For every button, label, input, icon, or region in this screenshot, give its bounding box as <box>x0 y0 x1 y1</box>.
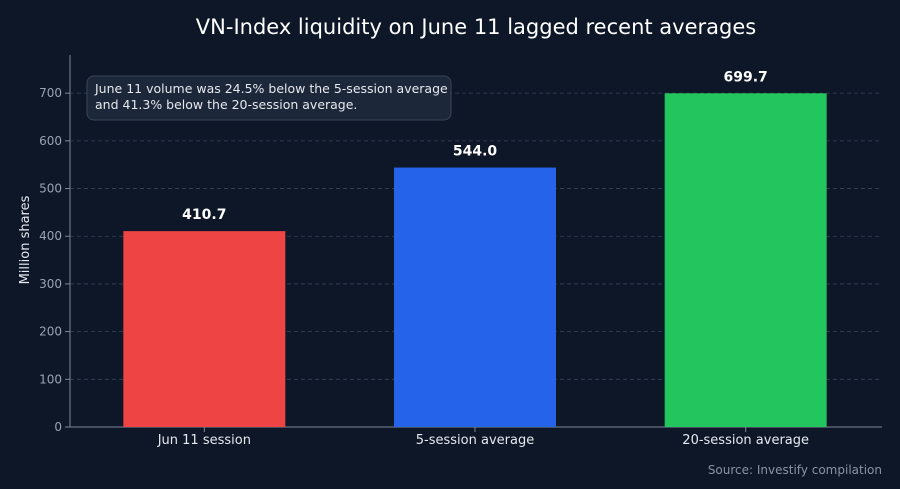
bar-value-label: 410.7 <box>182 207 226 223</box>
annotation-background <box>86 75 452 121</box>
annotation-box: June 11 volume was 24.5% below the 5-ses… <box>86 75 452 121</box>
y-tick-label: 100 <box>39 372 62 386</box>
labels: 410.7 Jun 11 session 544.0 5-session averag… <box>157 69 809 448</box>
y-tick-label: 200 <box>39 325 62 339</box>
bars <box>123 93 827 428</box>
y-tick-label: 700 <box>39 86 62 100</box>
source-note: Source: Investify compilation <box>708 463 882 477</box>
y-axis-label: Million shares <box>18 195 33 284</box>
y-tick-label: 600 <box>39 134 62 148</box>
bar-value-label: 699.7 <box>724 69 768 85</box>
y-tick-label: 400 <box>39 229 62 243</box>
bar <box>664 93 827 427</box>
x-tick-label: 5-session average <box>416 433 534 448</box>
y-tick-label: 500 <box>39 182 62 196</box>
chart-title: VN-Index liquidity on June 11 lagged rec… <box>196 15 756 39</box>
x-tick-label: Jun 11 session <box>157 433 251 448</box>
bar <box>394 167 556 428</box>
bar <box>123 231 286 427</box>
bar-value-label: 544.0 <box>453 144 498 160</box>
y-tick-label: 300 <box>39 277 62 291</box>
annotation-line-1: June 11 volume was 24.5% below the 5-ses… <box>94 81 448 96</box>
y-tick-label: 0 <box>54 420 62 434</box>
annotation-line-2: and 41.3% below the 20-session average. <box>95 97 357 112</box>
x-tick-label: 20-session average <box>682 433 809 448</box>
